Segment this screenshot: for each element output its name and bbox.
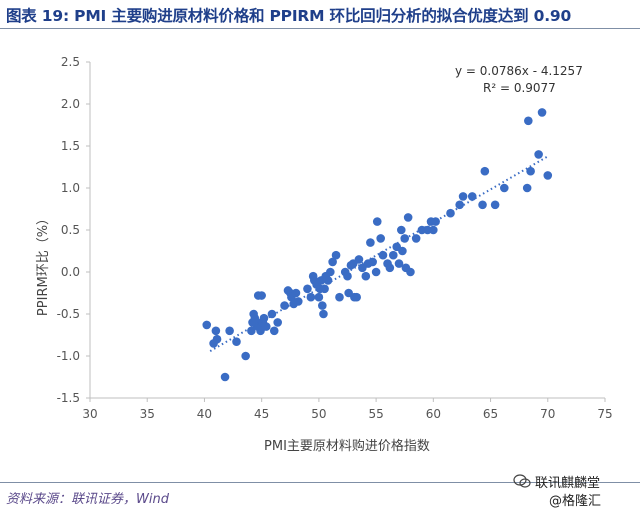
data-point (398, 246, 407, 256)
data-point (455, 200, 464, 210)
data-point (343, 271, 352, 281)
data-point (388, 250, 398, 260)
y-tick-label: 0.0 (61, 265, 80, 279)
title-rule (0, 28, 640, 29)
data-point (537, 108, 547, 117)
data-point (319, 309, 328, 319)
y-tick-label: -0.5 (57, 307, 80, 321)
data-point (225, 326, 234, 336)
x-axis-label: PMI主要原材料购进价格指数 (264, 438, 430, 454)
data-point (526, 166, 535, 176)
data-point (211, 326, 221, 336)
x-tick-label: 75 (597, 407, 612, 421)
source-rule (0, 482, 640, 483)
data-point (354, 255, 364, 264)
data-point (458, 192, 468, 201)
data-point (220, 372, 230, 382)
y-tick-label: 1.5 (61, 139, 80, 153)
y-tick-label: -1.0 (57, 349, 80, 363)
x-tick-label: 65 (483, 407, 498, 421)
data-point (326, 267, 335, 277)
y-axis-label: PPIRM环比（%） (36, 212, 51, 316)
y-tick-label: 0.5 (61, 223, 80, 237)
data-point (352, 292, 361, 302)
wechat-icon (513, 474, 531, 488)
data-point (257, 291, 266, 300)
watermark-handle: @格隆汇 (549, 494, 602, 509)
x-tick-label: 40 (197, 407, 212, 421)
data-point (202, 320, 212, 330)
data-point (480, 166, 490, 176)
data-point (267, 309, 277, 319)
trendline (209, 155, 549, 353)
source-note: 资料来源：联讯证券，Wind (6, 492, 169, 507)
data-point (372, 217, 382, 226)
trend-r2: R² = 0.9077 (483, 81, 556, 95)
data-point (241, 351, 250, 361)
data-point (467, 192, 477, 201)
x-tick-label: 50 (311, 407, 326, 421)
data-point (314, 292, 324, 302)
data-point (366, 238, 375, 247)
data-point (280, 301, 289, 310)
data-point (335, 292, 344, 302)
data-point (368, 257, 377, 267)
y-tick-label: -1.5 (57, 391, 80, 405)
data-point (303, 284, 312, 294)
data-point (522, 183, 532, 193)
scatter-chart: -1.5 -1.0 -0.5 0.0 0.5 1.0 1.5 2.0 2.5 30 35 40 45 5… (36, 55, 613, 454)
data-point (378, 250, 388, 260)
data-point (490, 200, 500, 210)
y-tick-label: 2.0 (61, 97, 80, 111)
y-tick-label: 2.5 (61, 55, 80, 69)
data-point (323, 276, 333, 285)
data-point (232, 337, 241, 347)
watermark: 联讯麒麟堂 @格隆汇 (505, 470, 635, 510)
data-point (269, 326, 279, 336)
data-point (212, 334, 222, 344)
data-point (411, 234, 421, 243)
data-point (361, 271, 371, 281)
x-tick-label: 35 (140, 407, 155, 421)
data-point (394, 259, 404, 268)
data-point (478, 200, 487, 210)
data-point (524, 116, 533, 126)
data-point (318, 301, 327, 310)
x-tick-label: 70 (540, 407, 555, 421)
data-point (328, 257, 337, 267)
x-tick-label: 30 (82, 407, 97, 421)
data-point (396, 225, 406, 235)
data-point (543, 171, 553, 180)
data-point (259, 313, 269, 323)
x-tick-label: 45 (254, 407, 269, 421)
figure-title: 图表 19: PMI 主要购进原材料价格和 PPIRM 环比回归分析的拟合优度达… (6, 7, 572, 25)
data-point (403, 213, 413, 222)
x-tick-label: 55 (368, 407, 383, 421)
data-point (499, 183, 509, 193)
data-point (320, 284, 329, 294)
data-point (261, 322, 271, 331)
data-point (273, 318, 282, 327)
data-point (371, 267, 381, 277)
watermark-account: 联讯麒麟堂 (535, 476, 601, 491)
data-point (534, 150, 543, 159)
data-point (291, 288, 301, 298)
data-point (376, 234, 385, 243)
data-point (431, 217, 440, 226)
x-tick-label: 60 (426, 407, 441, 421)
data-point (429, 225, 438, 235)
data-point (406, 267, 415, 277)
data-point (293, 297, 303, 306)
y-tick-label: 1.0 (61, 181, 80, 195)
data-point (331, 250, 341, 260)
trend-equation: y = 0.0786x - 4.1257 (455, 64, 583, 78)
data-point (385, 263, 395, 273)
